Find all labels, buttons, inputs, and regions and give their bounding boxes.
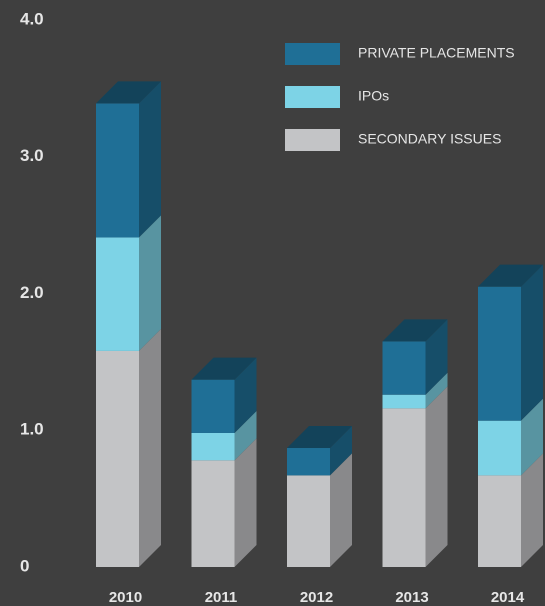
bar-segment bbox=[478, 475, 521, 567]
bar-side bbox=[425, 319, 448, 395]
bar-top bbox=[382, 319, 448, 342]
bar-side bbox=[330, 426, 352, 476]
bar-segment bbox=[191, 432, 235, 461]
bar-segment bbox=[96, 350, 139, 567]
bar-segment bbox=[191, 379, 235, 433]
y-tick-label: 3.0 bbox=[20, 146, 44, 165]
x-tick-label: 2011 bbox=[205, 589, 238, 606]
bar-side bbox=[425, 386, 448, 567]
y-tick-label: 2.0 bbox=[20, 283, 44, 302]
legend-swatch bbox=[285, 129, 340, 151]
legend-swatch bbox=[285, 43, 340, 65]
bar-segment bbox=[96, 237, 139, 351]
bar-side bbox=[521, 264, 543, 421]
bar-side bbox=[234, 357, 257, 433]
bar-side bbox=[425, 372, 448, 409]
bar-side bbox=[521, 398, 543, 476]
bar-side bbox=[139, 328, 161, 567]
bar-top bbox=[96, 81, 161, 104]
bar-top bbox=[191, 357, 257, 380]
bar-top bbox=[478, 264, 543, 287]
bar-segment bbox=[287, 475, 330, 567]
bar-top bbox=[287, 426, 352, 449]
bar-segment bbox=[382, 408, 426, 567]
x-tick-label: 2013 bbox=[395, 589, 428, 606]
y-tick-label: 0 bbox=[20, 556, 29, 575]
bar-segment bbox=[287, 448, 330, 476]
bar-side bbox=[234, 438, 257, 567]
legend-swatch bbox=[285, 86, 340, 108]
x-tick-label: 2010 bbox=[109, 589, 142, 606]
bar-segment bbox=[478, 420, 521, 476]
bar-segment bbox=[478, 286, 521, 421]
legend-label: PRIVATE PLACEMENTS bbox=[358, 45, 515, 61]
bar-side bbox=[521, 453, 543, 567]
bar-side bbox=[139, 215, 161, 351]
bar-segment bbox=[382, 394, 426, 409]
bar-side bbox=[330, 453, 352, 567]
x-tick-label: 2012 bbox=[300, 589, 333, 606]
legend-label: SECONDARY ISSUES bbox=[358, 131, 501, 147]
bar-segment bbox=[96, 103, 139, 238]
y-tick-label: 4.0 bbox=[20, 9, 44, 28]
bar-side bbox=[139, 81, 161, 238]
y-tick-label: 1.0 bbox=[20, 420, 44, 439]
bar-segment bbox=[382, 341, 426, 395]
bar-segment bbox=[191, 460, 235, 567]
bar-side bbox=[234, 410, 257, 461]
legend-label: IPOs bbox=[358, 88, 389, 104]
x-tick-label: 2014 bbox=[491, 589, 525, 606]
